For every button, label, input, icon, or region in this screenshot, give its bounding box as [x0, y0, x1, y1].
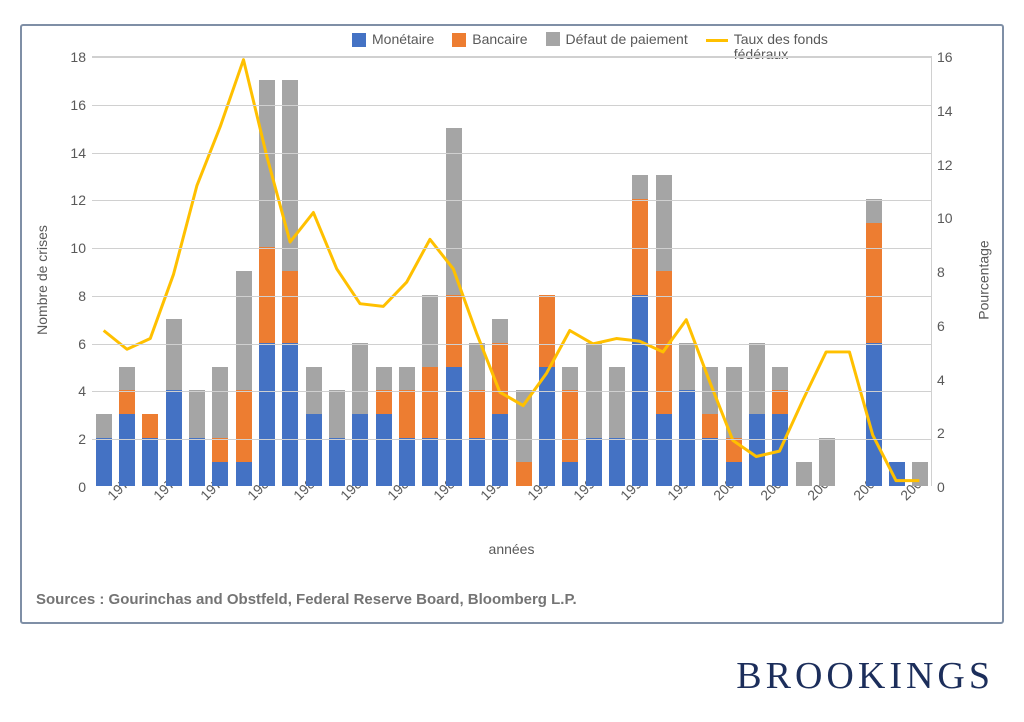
- y2-tick-label: 2: [937, 425, 967, 441]
- legend-line-swatch: [706, 39, 728, 42]
- brookings-logo: BROOKINGS: [736, 654, 994, 698]
- legend-label: Bancaire: [472, 32, 527, 47]
- y2-tick-label: 10: [937, 210, 967, 226]
- y1-tick-label: 0: [56, 479, 86, 495]
- legend-swatch: [452, 33, 466, 47]
- y1-tick-label: 4: [56, 383, 86, 399]
- y2-tick-label: 12: [937, 157, 967, 173]
- legend-item-bancaire: Bancaire: [452, 32, 527, 47]
- x-axis-title: années: [489, 541, 535, 557]
- legend-label: Monétaire: [372, 32, 434, 47]
- plot-area: Nombre de crises Pourcentage années 1975…: [92, 56, 932, 486]
- legend-swatch: [546, 32, 560, 46]
- gridline: [92, 200, 931, 201]
- y2-tick-label: 4: [937, 372, 967, 388]
- gridline: [92, 344, 931, 345]
- line-chart: [92, 57, 931, 486]
- y1-tick-label: 14: [56, 145, 86, 161]
- y2-tick-label: 8: [937, 264, 967, 280]
- y2-tick-label: 0: [937, 479, 967, 495]
- y1-axis-title: Nombre de crises: [34, 225, 50, 335]
- y1-tick-label: 6: [56, 336, 86, 352]
- legend-swatch: [352, 33, 366, 47]
- y2-tick-label: 14: [937, 103, 967, 119]
- y1-tick-label: 8: [56, 288, 86, 304]
- y1-tick-label: 16: [56, 97, 86, 113]
- gridline: [92, 248, 931, 249]
- y2-axis-title: Pourcentage: [975, 240, 991, 319]
- gridline: [92, 153, 931, 154]
- y1-tick-label: 2: [56, 431, 86, 447]
- legend-item-defaut: Défaut de paiement: [546, 32, 688, 47]
- y1-tick-label: 10: [56, 240, 86, 256]
- legend-label: Défaut de paiement: [566, 32, 688, 47]
- gridline: [92, 296, 931, 297]
- y2-tick-label: 16: [937, 49, 967, 65]
- gridline: [92, 105, 931, 106]
- legend-item-monetaire: Monétaire: [352, 32, 434, 47]
- y2-tick-label: 6: [937, 318, 967, 334]
- fed-funds-line: [104, 60, 920, 481]
- gridline: [92, 57, 931, 58]
- gridline: [92, 439, 931, 440]
- y1-tick-label: 12: [56, 192, 86, 208]
- gridline: [92, 391, 931, 392]
- chart-frame: MonétaireBancaireDéfaut de paiementTaux …: [20, 24, 1004, 624]
- y1-tick-label: 18: [56, 49, 86, 65]
- sources-text: Sources : Gourinchas and Obstfeld, Feder…: [36, 591, 577, 608]
